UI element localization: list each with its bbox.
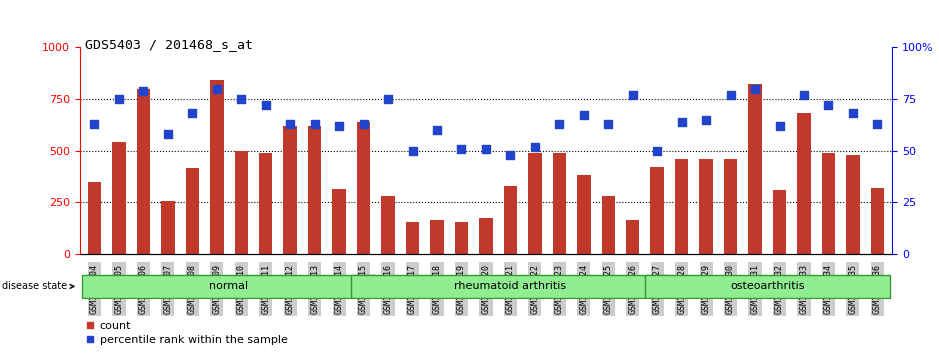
Text: rheumatoid arthritis: rheumatoid arthritis — [454, 281, 566, 291]
Point — [234, 96, 249, 102]
FancyBboxPatch shape — [351, 275, 670, 298]
Legend: count, percentile rank within the sample: count, percentile rank within the sample — [85, 321, 287, 345]
Bar — [454, 222, 469, 254]
Point — [258, 102, 273, 108]
Point — [674, 119, 689, 125]
Point — [528, 144, 543, 150]
Point — [307, 121, 322, 127]
Point — [503, 152, 518, 158]
Point — [577, 113, 592, 118]
Text: osteoarthritis: osteoarthritis — [730, 281, 805, 291]
Bar — [700, 159, 713, 254]
Point — [209, 86, 224, 91]
Bar — [479, 218, 493, 254]
Bar — [308, 126, 321, 254]
Point — [429, 127, 444, 133]
Bar — [602, 196, 615, 254]
Bar — [137, 89, 150, 254]
Bar — [724, 159, 737, 254]
Bar — [675, 159, 688, 254]
FancyBboxPatch shape — [645, 275, 889, 298]
Bar — [259, 153, 272, 254]
Point — [601, 121, 616, 127]
Point — [772, 123, 787, 129]
FancyBboxPatch shape — [83, 275, 376, 298]
Bar — [381, 196, 394, 254]
Point — [454, 146, 469, 151]
Point — [478, 146, 494, 151]
Point — [650, 148, 665, 154]
Text: normal: normal — [209, 281, 249, 291]
Bar — [846, 155, 859, 254]
Text: GDS5403 / 201468_s_at: GDS5403 / 201468_s_at — [85, 38, 253, 51]
Bar — [651, 167, 664, 254]
Point — [552, 121, 567, 127]
Bar — [797, 113, 810, 254]
Point — [87, 121, 102, 127]
Bar — [430, 220, 444, 254]
Point — [625, 92, 640, 98]
Bar — [210, 80, 223, 254]
Bar — [113, 142, 126, 254]
Point — [796, 92, 811, 98]
Bar — [162, 201, 175, 254]
Bar — [87, 182, 101, 254]
Point — [283, 121, 298, 127]
Point — [380, 96, 395, 102]
Bar — [773, 190, 786, 254]
Bar — [577, 175, 591, 254]
Point — [331, 123, 346, 129]
Bar — [552, 153, 566, 254]
Point — [747, 86, 762, 91]
Bar — [235, 151, 248, 254]
Point — [405, 148, 420, 154]
Bar — [748, 85, 762, 254]
Point — [136, 88, 151, 94]
Bar — [186, 168, 199, 254]
Point — [723, 92, 738, 98]
Point — [112, 96, 127, 102]
Bar — [357, 122, 370, 254]
Point — [185, 110, 200, 116]
Bar — [822, 153, 835, 254]
Point — [870, 121, 885, 127]
Bar — [626, 220, 639, 254]
Bar — [406, 222, 420, 254]
Point — [699, 117, 714, 123]
Bar — [870, 188, 885, 254]
Text: disease state: disease state — [2, 281, 74, 291]
Point — [356, 121, 371, 127]
Bar — [503, 186, 517, 254]
Bar — [284, 126, 297, 254]
Point — [821, 102, 836, 108]
Point — [161, 131, 176, 137]
Point — [845, 110, 860, 116]
Bar — [332, 189, 346, 254]
Bar — [528, 153, 542, 254]
